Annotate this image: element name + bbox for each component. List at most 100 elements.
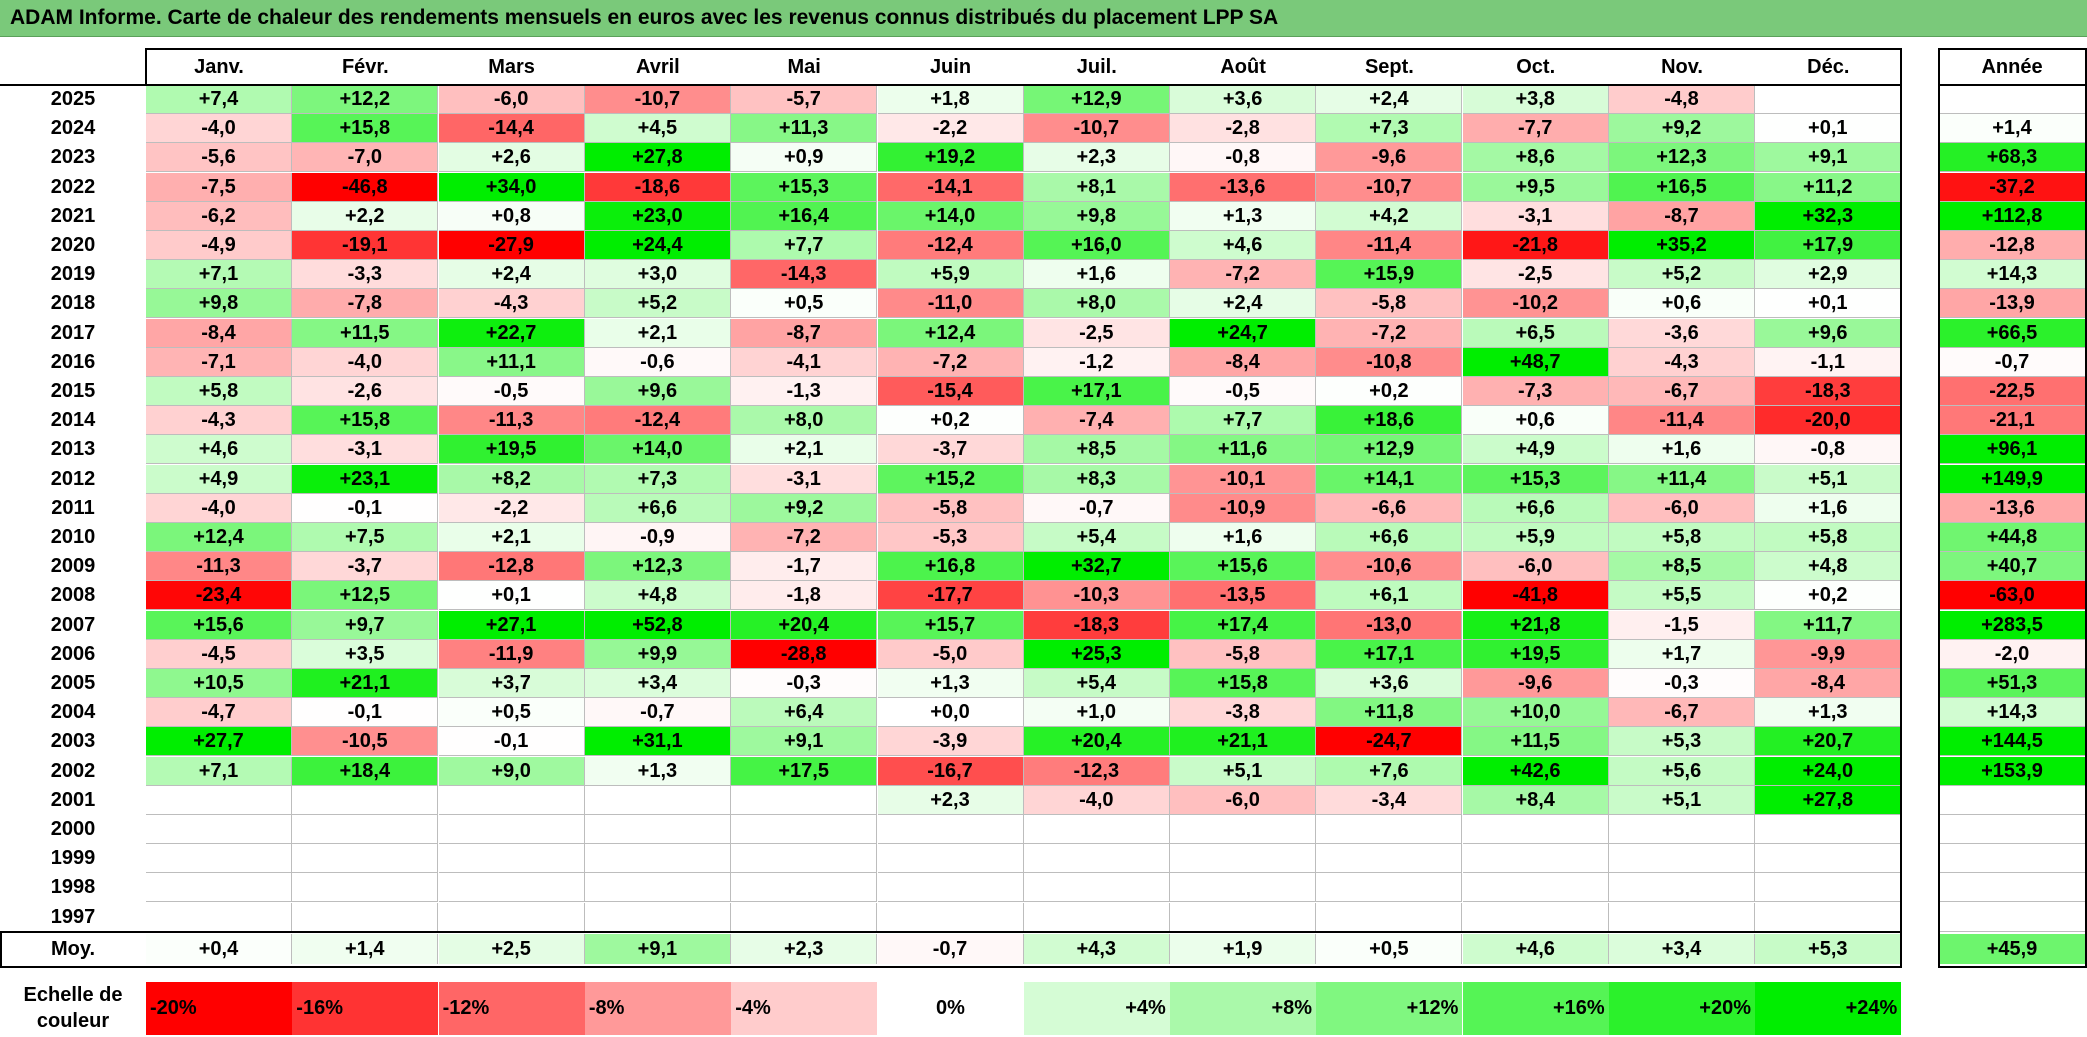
heatmap-cell: -41,8 [1462, 581, 1609, 611]
heatmap-cell: +9,8 [146, 289, 292, 319]
color-scale-step: +24% [1755, 982, 1902, 1035]
heatmap-cell [877, 844, 1024, 874]
month-header: Janv. [194, 56, 244, 78]
heatmap-cell: +8,4 [1462, 785, 1609, 815]
annual-cell: -37,2 [1939, 172, 2085, 202]
heatmap-cell: +20,4 [731, 610, 878, 640]
heatmap-cell: +9,5 [1462, 172, 1609, 202]
heatmap-cell: +27,8 [584, 143, 731, 173]
heatmap-cell [1609, 844, 1755, 874]
heatmap-cell: +12,4 [146, 523, 292, 552]
average-cell: +1,9 [1170, 934, 1317, 964]
month-header: Août [1220, 56, 1266, 78]
average-cell: +9,1 [584, 934, 731, 964]
heatmap-cell: +9,1 [731, 727, 878, 757]
heatmap-cell [1316, 873, 1463, 903]
heatmap-cell: +8,6 [1462, 143, 1609, 173]
heatmap-cell: -12,4 [584, 406, 731, 436]
heatmap-cell: +12,2 [292, 85, 439, 114]
heatmap-cell: -9,6 [1316, 143, 1463, 173]
heatmap-cell: -4,9 [146, 231, 292, 260]
heatmap-cell: -0,3 [731, 669, 878, 698]
heatmap-cell: -3,7 [877, 435, 1024, 465]
heatmap-cell: -11,4 [1316, 231, 1463, 260]
annual-cell: -2,0 [1939, 639, 2085, 669]
heatmap-cell [146, 902, 292, 932]
heatmap-cell: -4,0 [292, 347, 439, 377]
heatmap-cell: -0,7 [1023, 493, 1170, 523]
heatmap-cell: +1,3 [1170, 201, 1317, 231]
color-scale-step: -4% [731, 982, 878, 1035]
heatmap-cell: +15,3 [1462, 464, 1609, 494]
year-label: 2003 [50, 730, 96, 753]
heatmap-cell: +4,5 [584, 114, 731, 144]
heatmap-cell: +3,6 [1170, 85, 1317, 114]
heatmap-cell: +0,2 [1755, 581, 1902, 611]
annual-cell [1939, 815, 2085, 844]
heatmap-cell: -7,2 [731, 523, 878, 552]
heatmap-cell [146, 815, 292, 844]
heatmap-cell: -21,8 [1462, 231, 1609, 260]
heatmap-cell: +16,8 [877, 552, 1024, 582]
heatmap-cell: +1,6 [1170, 523, 1317, 552]
heatmap-cell: +27,1 [438, 610, 585, 640]
heatmap-cell: -0,8 [1755, 435, 1902, 465]
heatmap-cell: +1,3 [1755, 698, 1902, 728]
month-header: Nov. [1661, 56, 1703, 78]
heatmap-cell: +32,3 [1755, 201, 1902, 231]
heatmap-cell: +15,3 [731, 172, 878, 202]
heatmap-cell: +5,9 [877, 260, 1024, 290]
heatmap-cell: -3,6 [1609, 318, 1755, 348]
heatmap-cell [584, 815, 731, 844]
year-label: 2007 [50, 613, 96, 636]
heatmap-cell: -11,9 [438, 639, 585, 669]
average-cell: +2,3 [731, 934, 878, 964]
heatmap-cell: +4,6 [1170, 231, 1317, 260]
heatmap-cell: -24,7 [1316, 727, 1463, 757]
heatmap-cell: -3,1 [292, 435, 439, 465]
heatmap-cell: -18,3 [1755, 377, 1902, 406]
heatmap-cell: +7,6 [1316, 756, 1463, 786]
year-label: 2023 [50, 146, 96, 169]
heatmap-cell: +27,7 [146, 727, 292, 757]
heatmap-cell [438, 815, 585, 844]
heatmap-cell: -11,0 [877, 289, 1024, 319]
annual-cell: -21,1 [1939, 406, 2085, 436]
annual-cell [1939, 85, 2085, 114]
heatmap-cell: +15,8 [1170, 669, 1317, 698]
heatmap-cell: +17,4 [1170, 610, 1317, 640]
heatmap-cell: +48,7 [1462, 347, 1609, 377]
heatmap-cell: +14,0 [584, 435, 731, 465]
year-label: 1999 [50, 847, 96, 870]
heatmap-cell: -23,4 [146, 581, 292, 611]
heatmap-cell: -1,7 [731, 552, 878, 582]
color-scale-step: -16% [292, 982, 439, 1035]
heatmap-cell: +7,5 [292, 523, 439, 552]
heatmap-cell: +9,6 [584, 377, 731, 406]
heatmap-cell: +9,2 [731, 493, 878, 523]
heatmap-cell [1023, 844, 1170, 874]
heatmap-cell: -7,1 [146, 347, 292, 377]
heatmap-cell: -11,3 [146, 552, 292, 582]
heatmap-cell: +8,0 [1023, 289, 1170, 319]
heatmap-cell: -4,0 [146, 114, 292, 144]
year-label: 2012 [50, 467, 96, 490]
heatmap-cell: +19,2 [877, 143, 1024, 173]
year-label: 2017 [50, 321, 96, 344]
heatmap-cell: -0,9 [584, 523, 731, 552]
heatmap-cell: +11,5 [1462, 727, 1609, 757]
heatmap-cell: +4,2 [1316, 201, 1463, 231]
average-cell: +2,5 [438, 934, 585, 964]
annual-cell: -22,5 [1939, 377, 2085, 406]
heatmap-cell: -0,8 [1170, 143, 1317, 173]
heatmap-cell: -5,7 [731, 85, 878, 114]
heatmap-cell: -5,8 [1170, 639, 1317, 669]
heatmap-cell: +8,5 [1023, 435, 1170, 465]
heatmap-cell: -2,2 [438, 493, 585, 523]
heatmap-cell: +23,1 [292, 464, 439, 494]
table-right-line [1900, 84, 1902, 934]
heatmap-cell: -4,0 [1023, 785, 1170, 815]
month-header: Avril [636, 56, 680, 78]
annual-cell [1939, 902, 2085, 932]
heatmap-cell: +15,6 [146, 610, 292, 640]
